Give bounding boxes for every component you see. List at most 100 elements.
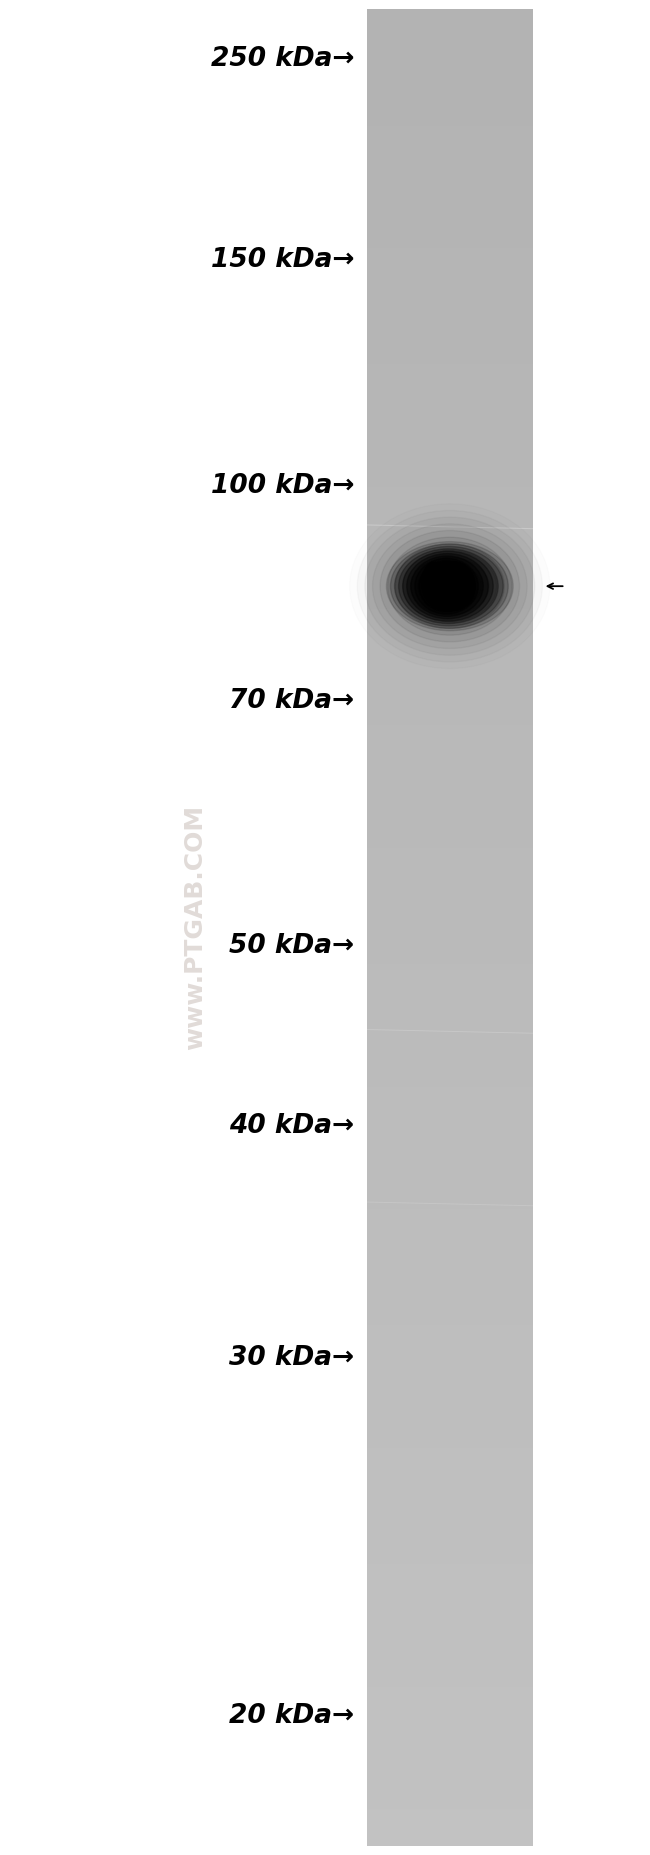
Bar	[367, 994, 533, 1002]
Bar	[367, 83, 533, 89]
Bar	[367, 1300, 533, 1308]
Bar	[367, 1644, 533, 1649]
Text: 100 kDa→: 100 kDa→	[211, 473, 354, 499]
Bar	[367, 1154, 533, 1159]
Bar	[367, 928, 533, 933]
Bar	[367, 352, 533, 358]
Bar	[367, 1632, 533, 1638]
Bar	[367, 260, 533, 267]
Bar	[367, 640, 533, 646]
Bar	[367, 108, 533, 113]
Bar	[367, 1766, 533, 1772]
Bar	[367, 542, 533, 547]
Bar	[367, 879, 533, 885]
Bar	[367, 608, 533, 616]
Bar	[367, 603, 533, 608]
Bar	[367, 1215, 533, 1221]
Bar	[367, 768, 533, 774]
Ellipse shape	[395, 547, 503, 625]
Bar	[367, 89, 533, 95]
Bar	[367, 438, 533, 443]
Bar	[367, 835, 533, 842]
Ellipse shape	[436, 569, 453, 603]
Bar	[367, 1736, 533, 1742]
Bar	[367, 1699, 533, 1705]
Ellipse shape	[402, 551, 493, 621]
Bar	[367, 462, 533, 467]
Bar	[367, 915, 533, 922]
Bar	[367, 395, 533, 401]
Bar	[367, 499, 533, 505]
Bar	[367, 1668, 533, 1675]
Bar	[367, 132, 533, 137]
Bar	[367, 940, 533, 946]
Bar	[367, 419, 533, 425]
Ellipse shape	[403, 551, 497, 621]
Bar	[367, 952, 533, 957]
Ellipse shape	[431, 562, 475, 610]
Bar	[367, 800, 533, 805]
Bar	[367, 161, 533, 169]
Bar	[367, 1271, 533, 1276]
Bar	[367, 1324, 533, 1332]
Bar	[367, 1681, 533, 1686]
Text: 250 kDa→: 250 kDa→	[211, 46, 354, 72]
Bar	[367, 853, 533, 861]
Bar	[367, 720, 533, 725]
Bar	[367, 1191, 533, 1196]
Bar	[367, 731, 533, 738]
Bar	[367, 1002, 533, 1007]
Bar	[367, 1393, 533, 1399]
Bar	[367, 408, 533, 414]
Bar	[367, 1423, 533, 1430]
Bar	[367, 584, 533, 590]
Bar	[367, 1540, 533, 1545]
Bar	[367, 872, 533, 879]
Bar	[367, 475, 533, 480]
Bar	[367, 696, 533, 701]
Bar	[367, 1625, 533, 1632]
Bar	[367, 1460, 533, 1465]
Bar	[367, 1247, 533, 1252]
Bar	[367, 1755, 533, 1760]
Bar	[367, 46, 533, 52]
Bar	[367, 646, 533, 651]
Bar	[367, 1252, 533, 1258]
Bar	[367, 989, 533, 994]
Bar	[367, 1840, 533, 1846]
Bar	[367, 1582, 533, 1588]
Bar	[367, 983, 533, 989]
Bar	[367, 970, 533, 976]
Bar	[367, 1454, 533, 1460]
Bar	[367, 39, 533, 46]
Bar	[367, 957, 533, 965]
Bar	[367, 505, 533, 512]
Bar	[367, 169, 533, 174]
Bar	[367, 1093, 533, 1098]
Bar	[367, 1282, 533, 1289]
Bar	[367, 1527, 533, 1534]
Bar	[367, 321, 533, 328]
Ellipse shape	[386, 542, 514, 631]
Bar	[367, 334, 533, 339]
Bar	[367, 1380, 533, 1388]
Bar	[367, 432, 533, 438]
Bar	[367, 1063, 533, 1068]
Bar	[367, 512, 533, 518]
Bar	[367, 70, 533, 76]
Bar	[367, 829, 533, 835]
Bar	[367, 787, 533, 792]
Bar	[367, 518, 533, 523]
Bar	[367, 1662, 533, 1668]
Bar	[367, 278, 533, 284]
Bar	[367, 1742, 533, 1747]
Bar	[367, 1159, 533, 1167]
Bar	[367, 824, 533, 829]
Bar	[367, 1308, 533, 1313]
Bar	[367, 1026, 533, 1031]
Bar	[367, 1196, 533, 1204]
Bar	[367, 345, 533, 352]
Bar	[367, 33, 533, 39]
Bar	[367, 467, 533, 475]
Bar	[367, 775, 533, 781]
